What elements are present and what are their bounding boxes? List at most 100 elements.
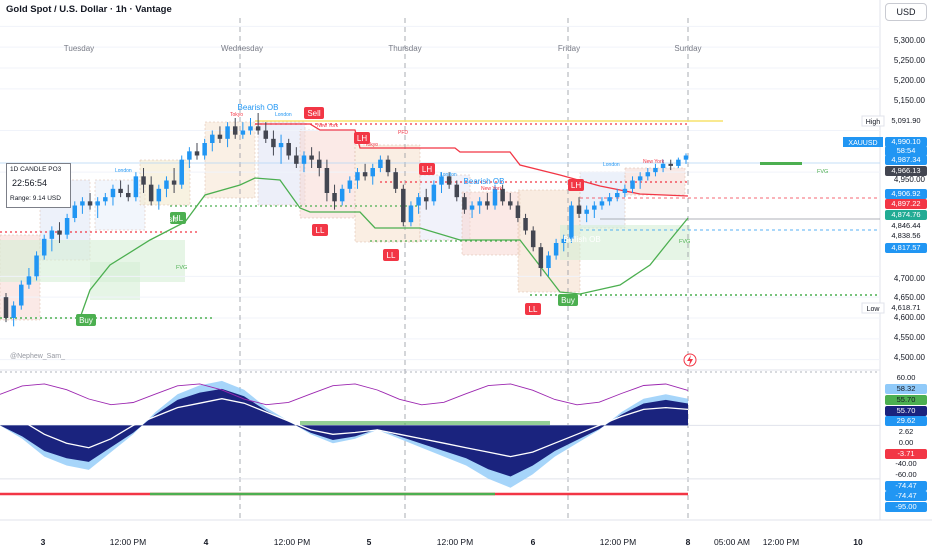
lower-high-label-bg [354, 132, 370, 144]
osc-axis-tag-text: 55.70 [897, 406, 916, 415]
candle-body [286, 143, 291, 156]
price-axis-tag-bg [885, 137, 927, 147]
candle [194, 143, 200, 160]
alert-lightning-icon-bolt [687, 355, 693, 366]
extreme-tag-text: High [866, 119, 881, 126]
buy-signal-label-text: Buy [79, 316, 93, 325]
price-axis-tag-text: 4,990.10 [891, 137, 920, 146]
candle [370, 163, 375, 185]
candle [454, 180, 460, 202]
osc-axis-tag-text: -74.47 [895, 491, 916, 500]
info-box-range: Range: 9.14 USD [10, 195, 61, 202]
candle-body [248, 126, 253, 131]
candle-body [217, 134, 223, 139]
osc-axis-tag-bg [885, 395, 927, 405]
day-label: Thursday [388, 44, 421, 53]
osc-histogram-fill [0, 388, 688, 477]
price-axis-tick: 5,200.00 [894, 76, 926, 85]
info-box-title: 1D CANDLE PO3 [10, 166, 62, 173]
candle [347, 176, 353, 193]
london-session-label: London [275, 112, 292, 118]
candle [11, 301, 16, 327]
candle [171, 168, 177, 193]
lower-high-label: LH [568, 179, 584, 191]
candle-body [469, 205, 475, 210]
candle-body [148, 184, 154, 202]
candle [592, 201, 597, 218]
candle-body [553, 243, 559, 256]
price-axis-tag: 4,906.92 [885, 189, 927, 199]
candle-body [423, 197, 429, 202]
candle-body [255, 126, 261, 131]
candle-body [171, 180, 177, 185]
candle-body [240, 130, 246, 135]
candle [133, 172, 139, 202]
price-axis-tag-text: 4,966.13 [891, 166, 920, 175]
currency-button[interactable]: USD [885, 3, 927, 21]
candle [676, 157, 681, 168]
candle [492, 184, 498, 210]
symbol-tag-bg [843, 137, 883, 147]
extreme-tag-bg [861, 302, 885, 314]
candle-body [660, 163, 666, 168]
price-axis-tick: 5,300.00 [894, 36, 926, 45]
osc-axis-tag-bg [885, 373, 927, 383]
candle-body [179, 159, 184, 185]
osc-signal-line [0, 398, 689, 458]
price-axis-tag-bg [885, 231, 927, 241]
info-box-countdown: 22:56:54 [12, 178, 48, 188]
lower-low-label: LL [383, 249, 399, 261]
candle-body [500, 188, 505, 202]
candle [64, 213, 70, 239]
osc-axis-tag: -3.71 [885, 449, 927, 459]
candle [500, 184, 505, 206]
candle [26, 268, 32, 289]
candle [95, 197, 100, 218]
day-label: Sunday [674, 44, 701, 53]
candle-body [645, 172, 651, 177]
candle [576, 197, 582, 218]
candle [423, 188, 429, 210]
candle-body [278, 143, 284, 148]
candle-body [607, 197, 612, 202]
candle-body [622, 188, 628, 193]
candle [469, 201, 475, 218]
price-axis-tag: 5,091.90 [885, 116, 927, 126]
higher-low-label-text: HL [173, 214, 184, 223]
candle-body [294, 155, 299, 164]
extreme-price-tag: Low [861, 302, 885, 314]
time-axis-tick: 12:00 PM [437, 537, 473, 547]
new-york-session-label: New York [643, 159, 665, 165]
candle-body [637, 176, 643, 181]
candle-body [355, 172, 360, 181]
candle-body [332, 193, 337, 202]
candle-body [110, 188, 116, 198]
time-axis-tick: 12:00 PM [600, 537, 636, 547]
candle-body [561, 238, 567, 243]
symbol-price-tag: XAUUSD [843, 137, 883, 147]
price-axis-tick: 4,650.00 [894, 293, 926, 302]
price-axis-tag: 4,987.34 [885, 155, 927, 165]
price-axis-tag: 58:54 [885, 146, 927, 156]
candle [607, 193, 612, 206]
price-axis-tag: 4,846.44 [885, 221, 927, 231]
candle [401, 184, 406, 227]
buy-signal-label-text: Buy [561, 296, 575, 305]
candle [362, 163, 368, 181]
osc-axis-tag: -74.47 [885, 491, 927, 501]
lower-high-label-text: LH [571, 181, 581, 190]
price-axis-tick: 4,600.00 [894, 313, 926, 322]
candle-body [576, 205, 582, 214]
session-box [419, 174, 471, 241]
candle-body [301, 155, 307, 164]
tokyo-session-label: Tokyo [365, 142, 378, 148]
candle-body [401, 188, 406, 223]
lower-low-label: LL [312, 224, 328, 236]
candle [439, 172, 444, 193]
candle-body [683, 155, 689, 160]
higher-low-label: HL [170, 212, 186, 224]
candle [225, 122, 230, 148]
price-axis-tag-bg [885, 221, 927, 231]
candle [309, 147, 314, 168]
